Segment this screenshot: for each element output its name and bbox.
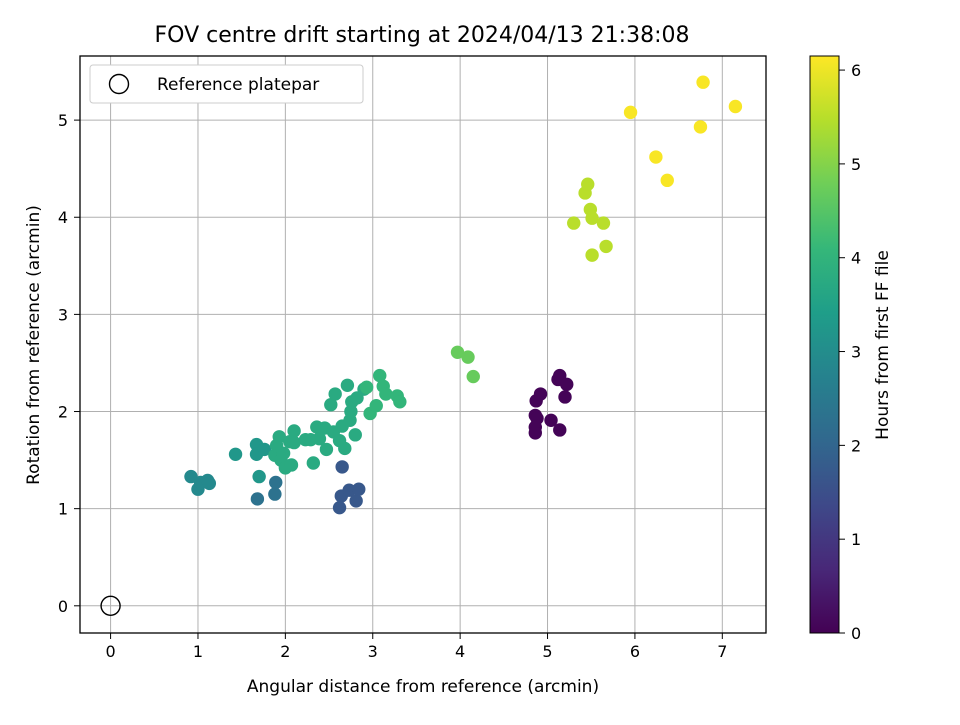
data-point xyxy=(585,211,599,225)
data-point xyxy=(276,446,291,460)
x-axis-ticks: 0 1 2 3 4 5 6 7 xyxy=(105,633,727,661)
data-point xyxy=(252,469,266,484)
data-point xyxy=(340,378,355,392)
data-point xyxy=(287,435,301,450)
data-point xyxy=(184,469,198,484)
data-points xyxy=(184,75,743,515)
data-point xyxy=(287,424,301,438)
data-point xyxy=(533,387,548,401)
data-point xyxy=(338,441,352,456)
data-point xyxy=(352,482,366,496)
y-axis-label: Rotation from reference (arcmin) xyxy=(24,205,44,485)
y-tick-label: 3 xyxy=(58,305,68,324)
data-point xyxy=(567,216,581,230)
data-point xyxy=(585,248,599,262)
reference-marker-layer xyxy=(100,595,121,617)
data-point xyxy=(649,150,663,164)
legend-reference-marker xyxy=(108,73,130,95)
colorbar-label: Hours from first FF file xyxy=(873,250,893,440)
data-point xyxy=(393,395,407,409)
data-point xyxy=(349,494,363,508)
data-point xyxy=(373,368,387,383)
x-tick-label: 1 xyxy=(193,642,203,661)
data-point xyxy=(348,428,362,442)
x-tick-label: 0 xyxy=(105,642,115,661)
data-point xyxy=(335,460,349,474)
y-tick-label: 0 xyxy=(58,597,68,616)
data-point xyxy=(312,432,327,446)
y-tick-label: 1 xyxy=(58,500,68,519)
data-point xyxy=(528,426,542,440)
data-point xyxy=(596,216,611,230)
x-tick-label: 3 xyxy=(368,642,378,661)
data-point xyxy=(466,369,480,384)
data-point xyxy=(268,487,282,501)
data-point xyxy=(544,413,558,427)
data-point xyxy=(581,177,595,191)
plot-frame xyxy=(79,55,767,634)
colorbar-tick-label: 2 xyxy=(851,436,861,455)
x-tick-label: 7 xyxy=(717,642,727,661)
data-point xyxy=(461,350,475,364)
data-point xyxy=(202,476,217,491)
colorbar-tick-label: 3 xyxy=(851,343,861,362)
x-axis-label: Angular distance from reference (arcmin) xyxy=(247,677,599,697)
data-point xyxy=(250,492,265,506)
colorbar-ticks: 0 1 2 3 4 5 6 xyxy=(839,61,861,643)
data-point xyxy=(284,458,299,472)
data-point xyxy=(306,456,321,470)
data-point xyxy=(319,442,334,457)
data-point xyxy=(272,430,286,444)
x-tick-label: 6 xyxy=(630,642,640,661)
y-tick-label: 4 xyxy=(58,208,68,227)
data-point xyxy=(379,387,393,401)
data-point xyxy=(553,423,567,437)
legend-box xyxy=(89,64,364,104)
legend-label: Reference platepar xyxy=(157,75,319,95)
data-point xyxy=(228,447,243,461)
data-point xyxy=(623,105,638,120)
colorbar-tick-label: 4 xyxy=(851,249,861,268)
grid xyxy=(80,56,766,633)
y-tick-label: 5 xyxy=(58,111,68,130)
colorbar-tick-label: 0 xyxy=(851,624,861,643)
colorbar-tick-label: 1 xyxy=(851,530,861,549)
data-point xyxy=(660,173,674,188)
data-point xyxy=(558,390,572,404)
reference-platepar-marker xyxy=(100,595,121,617)
data-point xyxy=(599,239,613,254)
data-point xyxy=(369,398,383,413)
data-point xyxy=(728,99,743,114)
data-point xyxy=(344,404,358,419)
data-point xyxy=(269,475,283,490)
y-axis-ticks: 0 1 2 3 4 5 xyxy=(58,111,80,616)
data-point xyxy=(560,377,574,392)
colorbar-gradient xyxy=(809,55,840,634)
data-point xyxy=(693,120,708,134)
data-point xyxy=(328,387,342,401)
colorbar-tick-label: 6 xyxy=(851,61,861,80)
colorbar-tick-label: 5 xyxy=(851,155,861,174)
x-tick-label: 2 xyxy=(280,642,290,661)
data-point xyxy=(696,75,710,89)
x-tick-label: 4 xyxy=(455,642,465,661)
y-tick-label: 2 xyxy=(58,403,68,422)
data-point xyxy=(359,380,374,394)
data-point xyxy=(257,442,272,457)
colorbar: 0 1 2 3 4 5 6 Hours from first FF file xyxy=(809,55,893,643)
data-point xyxy=(332,500,347,515)
legend: Reference platepar xyxy=(89,64,364,104)
data-point xyxy=(450,345,465,359)
x-tick-label: 5 xyxy=(542,642,552,661)
data-point xyxy=(324,398,338,412)
chart-title: FOV centre drift starting at 2024/04/13 … xyxy=(155,23,690,48)
